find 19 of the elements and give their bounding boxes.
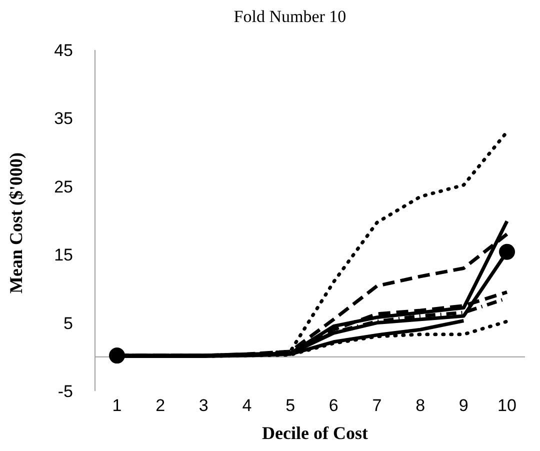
x-axis-title: Decile of Cost [262, 423, 368, 443]
x-tick-label: 7 [372, 396, 382, 415]
x-tick-label: 8 [416, 396, 426, 415]
y-tick-label: 35 [54, 109, 73, 128]
x-tick-label: 4 [242, 396, 252, 415]
x-tick-label: 2 [156, 396, 166, 415]
x-tick-label: 6 [328, 396, 338, 415]
x-tick-label: 3 [198, 396, 208, 415]
x-tick-label: 5 [286, 396, 296, 415]
y-tick-label: 5 [64, 314, 73, 333]
x-tick-label: 1 [112, 396, 122, 415]
y-tick-label: 15 [54, 246, 73, 265]
chart-title: Fold Number 10 [234, 7, 346, 26]
y-axis-title: Mean Cost ($'000) [6, 152, 26, 294]
x-tick-label: 9 [458, 396, 468, 415]
y-tick-label: 45 [54, 40, 73, 60]
x-tick-label: 10 [498, 396, 516, 415]
y-tick-label: 25 [54, 177, 73, 196]
y-tick-label: -5 [58, 382, 73, 401]
